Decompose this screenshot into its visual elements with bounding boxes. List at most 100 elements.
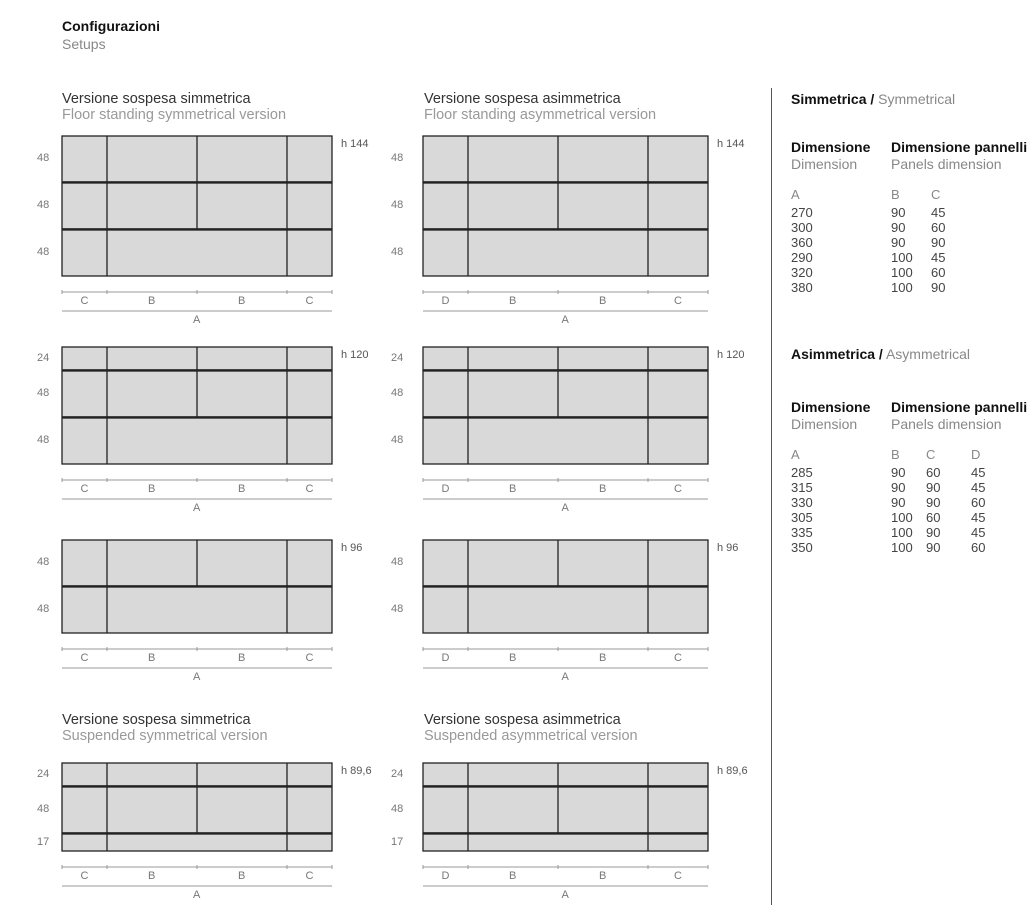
total-dimension-label: A — [561, 889, 569, 901]
table-cell: 45 — [971, 510, 986, 525]
table-cell: 90 — [931, 235, 946, 250]
table-cell: 100 — [891, 510, 913, 525]
section-title-susp-asym: Versione sospesa asimmetrica — [424, 712, 621, 728]
panel-row — [61, 229, 333, 277]
table-cell: 350 — [791, 540, 813, 555]
table-cell: 60 — [971, 540, 986, 555]
table-cell: 60 — [931, 220, 946, 235]
panel-row — [422, 762, 709, 787]
column-dimension-label: B — [599, 483, 607, 495]
table-cell: 90 — [891, 480, 906, 495]
section-subtitle-susp-asym: Suspended asymmetrical version — [424, 728, 638, 744]
table-cell: 90 — [891, 465, 906, 480]
column-dimension-label: B — [599, 652, 607, 664]
table-cell: 45 — [931, 250, 946, 265]
column-header: C — [931, 187, 941, 202]
row-height-label: 48 — [391, 199, 404, 211]
table-cell: 320 — [791, 265, 813, 280]
column-dimension-label: C — [305, 483, 314, 495]
column-header: B — [891, 187, 900, 202]
column-dimension-label: D — [441, 652, 450, 664]
title-it: Simmetrica / — [791, 91, 875, 107]
panel-row — [422, 346, 709, 371]
total-height-label: h 89,6 — [717, 765, 748, 777]
total-height-label: h 120 — [717, 349, 745, 361]
row-height-label: 48 — [391, 803, 404, 815]
column-dimension-label: C — [80, 870, 89, 882]
table-column-c: C 60 90 90 60 90 90 — [926, 447, 940, 555]
row-height-label: 24 — [391, 767, 404, 780]
dimension-header: Dimensione — [791, 399, 871, 415]
table-cell: 90 — [891, 205, 906, 220]
column-dimension-label: C — [80, 652, 89, 664]
table-cell: 45 — [971, 465, 986, 480]
section-title-susp-sym: Versione sospesa simmetrica — [62, 712, 251, 728]
row-height-label: 48 — [37, 556, 50, 568]
section-subtitle-floor-asym: Floor standing asymmetrical version — [424, 107, 657, 123]
panel-row — [422, 229, 709, 277]
total-height-label: h 96 — [717, 542, 739, 554]
asymmetric-table-title: Asimmetrica / Asymmetrical — [791, 346, 970, 362]
panels-header-en: Panels dimension — [891, 156, 1002, 172]
panel-row — [422, 833, 709, 852]
table-cell: 45 — [971, 525, 986, 540]
column-dimension-label: B — [148, 295, 156, 307]
table-cell: 60 — [931, 265, 946, 280]
table-cell: 380 — [791, 280, 813, 295]
table-cell: 90 — [926, 525, 941, 540]
column-dimension-label: D — [441, 483, 450, 495]
panels-header: Dimensione pannelli — [891, 139, 1028, 155]
table-cell: 90 — [891, 220, 906, 235]
table-cell: 330 — [791, 495, 813, 510]
column-dimension-label: B — [238, 295, 246, 307]
table-cell: 300 — [791, 220, 813, 235]
column-header: C — [926, 447, 936, 462]
total-dimension-label: A — [561, 314, 569, 326]
panel-row — [422, 182, 709, 230]
dimension-header-en: Dimension — [791, 416, 858, 432]
table-cell: 315 — [791, 480, 813, 495]
column-dimension-label: C — [305, 295, 314, 307]
column-dimension-label: B — [148, 870, 156, 882]
section-subtitle-susp-sym: Suspended symmetrical version — [62, 728, 268, 744]
table-cell: 100 — [891, 265, 913, 280]
row-height-label: 48 — [37, 434, 50, 446]
total-dimension-label: A — [193, 314, 201, 326]
table-cell: 90 — [891, 495, 906, 510]
panels-header-en: Panels dimension — [891, 416, 1002, 432]
column-dimension-label: B — [238, 652, 246, 664]
column-dimension-label: B — [509, 295, 517, 307]
panel-row — [61, 833, 333, 852]
column-dimension-label: C — [80, 295, 89, 307]
column-dimension-label: C — [305, 652, 314, 664]
column-dimension-label: B — [148, 652, 156, 664]
panel-row — [422, 539, 709, 587]
row-height-label: 48 — [391, 387, 404, 399]
total-dimension-label: A — [193, 889, 201, 901]
column-header: A — [791, 187, 800, 202]
row-height-label: 48 — [37, 803, 50, 815]
section-subtitle-floor-sym: Floor standing symmetrical version — [62, 107, 287, 123]
row-height-label: 48 — [391, 556, 404, 568]
row-height-label: 24 — [37, 767, 50, 780]
row-height-label: 17 — [37, 835, 50, 848]
row-height-label: 48 — [391, 152, 404, 164]
column-dimension-label: D — [441, 295, 450, 307]
table-cell: 335 — [791, 525, 813, 540]
column-divider — [771, 88, 772, 905]
column-header: D — [971, 447, 981, 462]
table-cell: 90 — [926, 540, 941, 555]
column-dimension-label: B — [238, 483, 246, 495]
column-dimension-label: C — [674, 295, 682, 307]
table-column-c: C 45 60 90 45 60 90 — [931, 187, 945, 295]
table-column-b: B 90 90 90 100 100 100 — [891, 187, 913, 295]
section-title-floor-asym: Versione sospesa asimmetrica — [424, 91, 621, 107]
table-cell: 305 — [791, 510, 813, 525]
dimension-header: Dimensione — [791, 139, 871, 155]
table-column-a: A 285 315 330 305 335 350 — [791, 447, 813, 555]
table-cell: 60 — [926, 465, 941, 480]
table-cell: 90 — [931, 280, 946, 295]
section-title-floor-sym: Versione sospesa simmetrica — [62, 91, 251, 107]
table-cell: 100 — [891, 525, 913, 540]
total-dimension-label: A — [193, 502, 201, 514]
